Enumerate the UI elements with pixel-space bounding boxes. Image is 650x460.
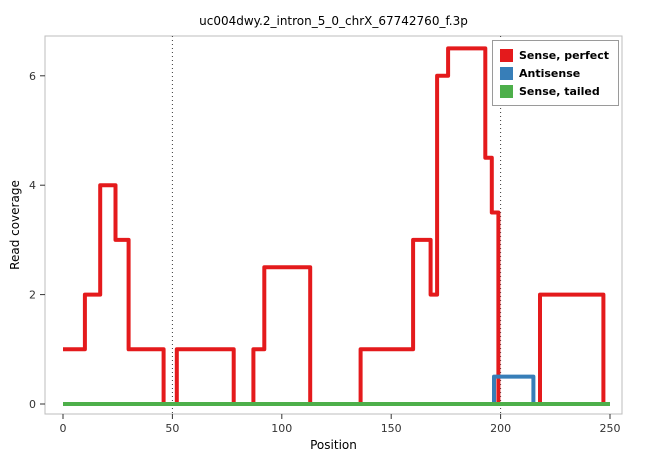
x-tick-label: 0 — [60, 422, 67, 435]
series-line-antisense — [492, 374, 536, 404]
legend-swatch — [499, 48, 513, 62]
legend-item: Antisense — [499, 64, 609, 82]
x-tick-label: 200 — [490, 422, 511, 435]
legend-item: Sense, tailed — [499, 82, 609, 100]
legend-item: Sense, perfect — [499, 46, 609, 64]
y-axis-label: Read coverage — [8, 180, 22, 270]
legend-label: Sense, perfect — [518, 48, 609, 62]
legend: Sense, perfect Antisense Sense, tailed — [491, 40, 619, 106]
legend-label: Antisense — [518, 66, 581, 80]
y-tick-label: 4 — [29, 179, 36, 192]
legend-swatch — [499, 84, 513, 98]
x-tick-label: 50 — [165, 422, 179, 435]
x-axis-label: Position — [310, 438, 357, 452]
y-tick-label: 2 — [29, 289, 36, 302]
legend-swatch — [499, 66, 513, 80]
y-tick-label: 0 — [29, 398, 36, 411]
legend-label: Sense, tailed — [518, 84, 600, 98]
chart-title: uc004dwy.2_intron_5_0_chrX_67742760_f.3p — [199, 14, 468, 28]
x-tick-label: 150 — [381, 422, 402, 435]
x-tick-label: 100 — [271, 422, 292, 435]
x-tick-label: 250 — [600, 422, 621, 435]
y-tick-label: 6 — [29, 70, 36, 83]
